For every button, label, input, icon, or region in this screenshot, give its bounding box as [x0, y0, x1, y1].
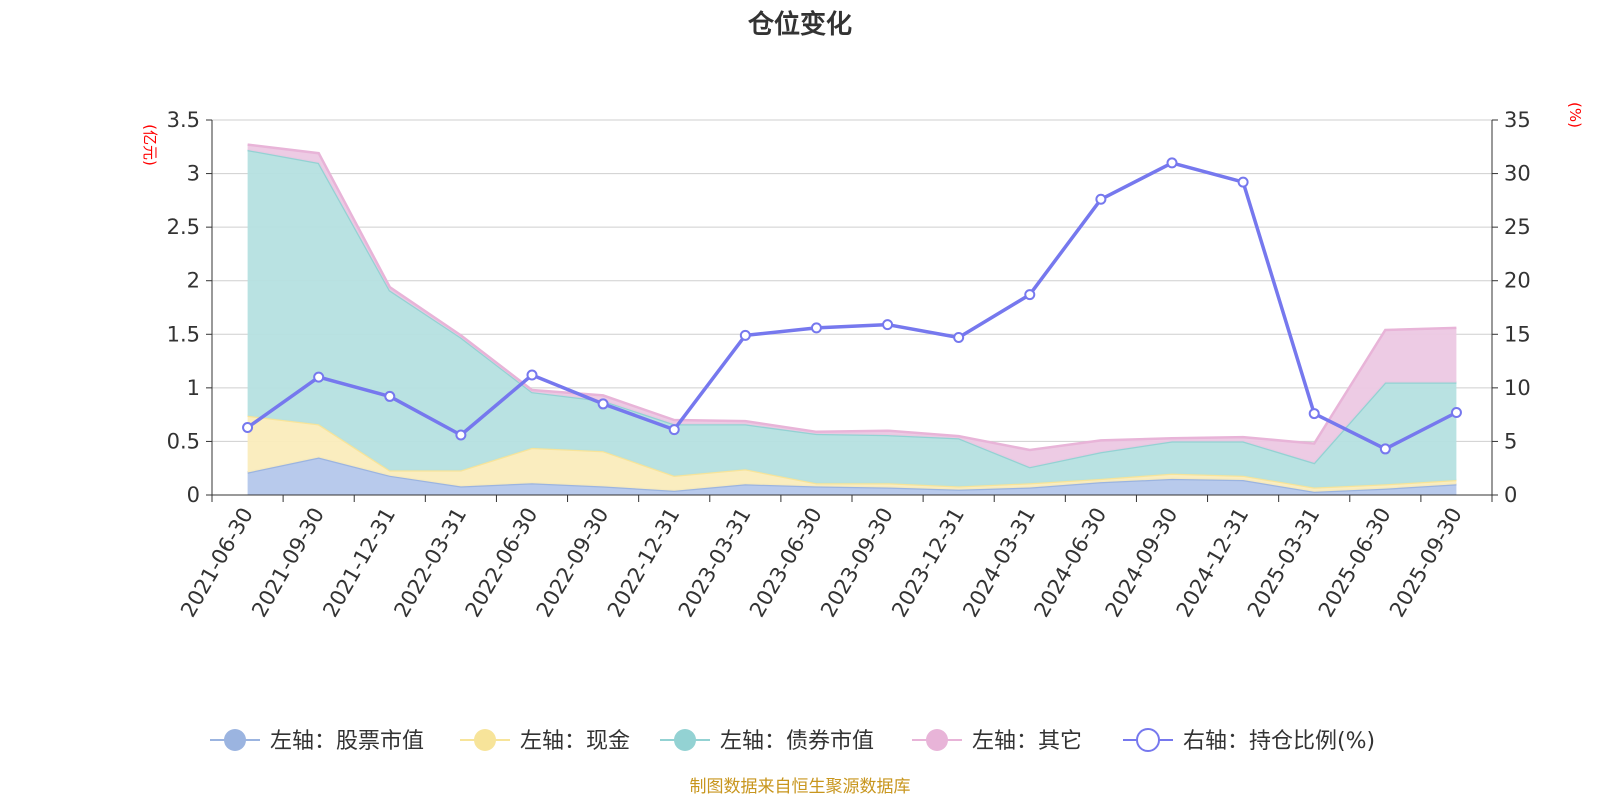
- line-point[interactable]: [882, 319, 894, 331]
- x-tick-label: 2024-06-30: [1029, 504, 1111, 622]
- x-tick-label: 2022-12-31: [603, 504, 685, 622]
- x-tick-label: 2023-09-30: [816, 504, 898, 622]
- area-左轴：其它: [247, 144, 1457, 468]
- x-tick-label: 2025-06-30: [1314, 504, 1396, 622]
- right-tick-label: 25: [1504, 215, 1531, 239]
- legend-label[interactable]: 右轴：持仓比例(%): [1183, 729, 1375, 754]
- right-tick-label: 10: [1504, 376, 1531, 400]
- line-右轴：持仓比例(%): [246, 161, 1458, 451]
- x-tick-label: 2024-12-31: [1172, 504, 1254, 622]
- chart-title: 仓位变化: [747, 9, 852, 40]
- left-tick-label: 1: [187, 376, 200, 400]
- right-tick-label: 15: [1504, 322, 1531, 346]
- area-左轴：股票市值: [247, 457, 1457, 495]
- line-point[interactable]: [597, 398, 609, 410]
- legend-label[interactable]: 左轴：其它: [972, 729, 1082, 754]
- legend-marker[interactable]: [474, 729, 496, 751]
- x-tick-label: 2024-03-31: [958, 504, 1040, 622]
- x-tick-label: 2022-06-30: [461, 504, 543, 622]
- line-point[interactable]: [810, 322, 822, 334]
- legend-marker[interactable]: [926, 729, 948, 751]
- right-tick-label: 0: [1504, 483, 1517, 507]
- left-axis-unit: (亿元): [141, 124, 159, 166]
- x-tick-label: 2021-12-31: [318, 504, 400, 622]
- left-tick-label: 0.5: [167, 429, 200, 453]
- right-axis-unit: (%): [1566, 102, 1584, 128]
- left-tick-label: 3: [187, 162, 200, 186]
- left-tick-label: 3.5: [167, 108, 200, 132]
- legend-label[interactable]: 左轴：债券市值: [720, 729, 874, 754]
- area-左轴：债券市值: [247, 150, 1457, 488]
- left-tick-label: 1.5: [167, 322, 200, 346]
- line-point[interactable]: [953, 332, 965, 343]
- line-point[interactable]: [526, 369, 538, 381]
- legend-marker[interactable]: [224, 729, 246, 751]
- right-tick-label: 20: [1504, 269, 1531, 293]
- position-ratio-line: [242, 157, 1462, 455]
- area-左轴：现金: [247, 415, 1457, 492]
- line-point[interactable]: [1237, 176, 1249, 188]
- x-tick-label: 2022-03-31: [389, 504, 471, 622]
- line-point[interactable]: [242, 422, 254, 433]
- data-source-note: 制图数据来自恒生聚源数据库: [690, 777, 911, 797]
- line-point[interactable]: [455, 429, 467, 441]
- x-tick-label: 2023-12-31: [887, 504, 969, 622]
- line-point[interactable]: [1166, 157, 1178, 169]
- line-point[interactable]: [1379, 443, 1391, 455]
- right-tick-label: 5: [1504, 429, 1517, 453]
- line-point[interactable]: [739, 329, 751, 341]
- area-edge-左轴：股票市值: [247, 456, 1457, 494]
- right-tick-label: 30: [1504, 162, 1531, 186]
- line-point[interactable]: [313, 371, 325, 383]
- left-tick-label: 2: [187, 269, 200, 293]
- legend-label[interactable]: 左轴：股票市值: [270, 729, 424, 754]
- area-edge-左轴：其它: [247, 143, 1457, 452]
- x-tick-label: 2023-03-31: [674, 504, 756, 622]
- left-tick-label: 2.5: [167, 215, 200, 239]
- legend-label[interactable]: 左轴：现金: [520, 729, 630, 754]
- x-tick-label: 2022-09-30: [532, 504, 614, 622]
- x-tick-label: 2025-03-31: [1243, 504, 1325, 622]
- x-tick-label: 2021-06-30: [176, 504, 258, 622]
- x-tick-label: 2025-09-30: [1385, 504, 1467, 622]
- x-tick-label: 2023-06-30: [745, 504, 827, 622]
- line-point[interactable]: [1308, 408, 1320, 420]
- stacked-areas: [247, 143, 1457, 495]
- line-point[interactable]: [1024, 289, 1036, 301]
- line-point[interactable]: [1450, 407, 1462, 418]
- legend-marker[interactable]: [674, 729, 696, 751]
- right-tick-label: 35: [1504, 108, 1531, 132]
- line-point[interactable]: [1095, 193, 1107, 205]
- line-point[interactable]: [384, 390, 396, 402]
- x-tick-label: 2021-09-30: [247, 504, 329, 622]
- line-point[interactable]: [668, 424, 680, 436]
- legend: 左轴：股票市值 左轴：现金 左轴：债券市值 左轴：其它 右轴：持仓比例(%): [210, 728, 1375, 754]
- x-tick-label: 2024-09-30: [1101, 504, 1183, 622]
- legend-marker[interactable]: [1136, 728, 1160, 752]
- left-tick-label: 0: [187, 483, 200, 507]
